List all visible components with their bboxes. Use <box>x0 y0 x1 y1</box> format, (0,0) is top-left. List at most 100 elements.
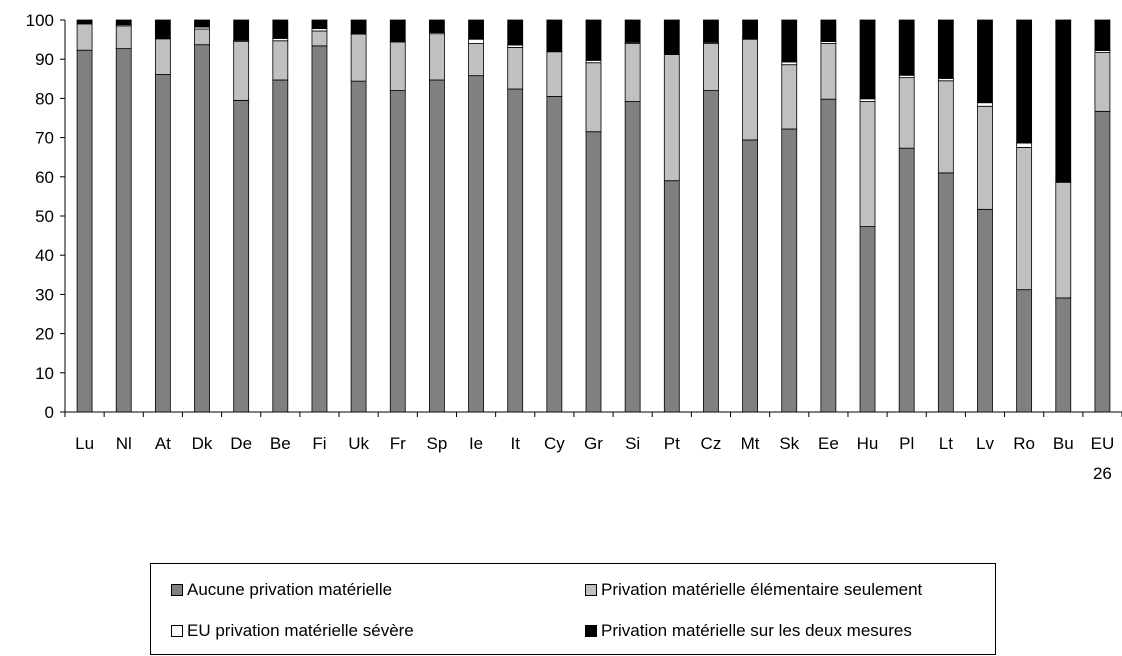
bar-segment-be-s1 <box>272 40 289 81</box>
bar-segment-nl-s1 <box>115 25 132 50</box>
legend-item-elementaire: Privation matérielle élémentaire seuleme… <box>585 580 922 600</box>
bar-segment-uk-s1 <box>350 33 367 82</box>
bar-segment-uk-s3 <box>350 19 367 34</box>
bar-segment-sk-s3 <box>781 19 798 63</box>
bar-segment-de-s0 <box>233 99 250 413</box>
bar-segment-at-s3 <box>154 19 171 39</box>
bar-segment-dk-s3 <box>194 19 210 28</box>
bar-segment-gr-s0 <box>585 131 602 413</box>
y-tick-label: 0 <box>45 403 54 422</box>
bar-segment-dk-s0 <box>194 44 210 413</box>
x-tick-label: Bu <box>1053 434 1074 453</box>
bar-segment-pl-s3 <box>898 19 915 76</box>
bar-segment-ee-s1 <box>820 43 837 100</box>
x-tick-label: Dk <box>192 434 213 453</box>
x-tick-label: Cy <box>544 434 565 453</box>
bar-segment-at-s1 <box>154 38 171 75</box>
bar-segment-dk-s1 <box>194 28 210 46</box>
bar-segment-ro-s3 <box>1016 19 1033 144</box>
bar-segment-lv-s3 <box>977 19 993 104</box>
x-tick-label: De <box>230 434 252 453</box>
bar-segment-sp-s3 <box>429 19 445 33</box>
y-tick-label: 20 <box>35 325 54 344</box>
bar-segment-it-s0 <box>507 88 524 413</box>
x-tick-label: Fr <box>390 434 406 453</box>
bar-segment-ie-s3 <box>468 19 484 40</box>
bar-segment-uk-s0 <box>350 80 367 413</box>
x-tick-label: Ie <box>469 434 483 453</box>
bar-segment-pt-s3 <box>663 19 680 55</box>
x-tick-label: Be <box>270 434 291 453</box>
bar-segment-bu-s3 <box>1055 19 1072 182</box>
bar-segment-fi-s1 <box>311 30 328 47</box>
bar-segment-at-s0 <box>154 74 171 413</box>
bar-segment-be-s0 <box>272 79 289 413</box>
x-tick-label: Sp <box>427 434 448 453</box>
bar-segment-hu-s0 <box>859 226 876 413</box>
bar-segment-be-s3 <box>272 19 289 39</box>
bar-segment-sp-s0 <box>429 79 445 413</box>
bar-segment-ie-s0 <box>468 75 484 413</box>
bar-segment-eu-26-s3 <box>1094 19 1111 51</box>
bar-segment-lv-s2 <box>977 102 993 107</box>
x-tick-label: Cz <box>701 434 722 453</box>
bar-segment-ro-s0 <box>1016 289 1033 413</box>
bar-segment-pl-s0 <box>898 147 915 413</box>
bar-segment-eu-26-s0 <box>1094 110 1111 413</box>
bar-segment-cy-s1 <box>546 51 563 97</box>
stacked-bar-chart: 0 10 20 30 40 50 60 70 80 90 100 Lu Nl At Dk De Be Fi Uk Fr… <box>26 11 1122 483</box>
x-tick-label: Lt <box>939 434 953 453</box>
bar-segment-sk-s2 <box>781 61 798 66</box>
chart-legend: Aucune privation matérielle Privation ma… <box>150 563 996 655</box>
x-tick-label: At <box>155 434 171 453</box>
bar-segment-bu-s0 <box>1055 297 1072 413</box>
y-tick-label: 10 <box>35 364 54 383</box>
y-tick-label: 70 <box>35 129 54 148</box>
x-tick-label: Hu <box>857 434 879 453</box>
legend-item-aucune: Aucune privation matérielle <box>171 580 392 600</box>
bar-segment-cz-s1 <box>703 43 719 91</box>
bar-segment-hu-s1 <box>859 101 876 227</box>
legend-label-elementaire: Privation matérielle élémentaire seuleme… <box>601 580 923 599</box>
bar-segment-it-s1 <box>507 47 524 90</box>
bar-segment-ie-s1 <box>468 43 484 77</box>
bar-segment-hu-s3 <box>859 19 876 100</box>
bar-segment-sp-s1 <box>429 33 445 81</box>
bar-segment-fr-s1 <box>389 41 406 91</box>
x-tick-label: Fi <box>312 434 326 453</box>
bar-segment-de-s3 <box>233 19 250 41</box>
x-tick-label: Mt <box>741 434 760 453</box>
bar-segment-bu-s1 <box>1055 181 1072 299</box>
bar-segment-lt-s3 <box>937 19 954 79</box>
legend-label-aucune: Aucune privation matérielle <box>187 580 393 599</box>
bar-segment-mt-s0 <box>742 139 758 413</box>
bar-segment-lu-s0 <box>76 49 93 413</box>
bar-segment-gr-s1 <box>585 62 602 133</box>
x-tick-label: EU <box>1091 434 1115 453</box>
x-tick-label: Lv <box>976 434 994 453</box>
bar-segment-cy-s3 <box>546 19 563 52</box>
x-tick-label: It <box>510 434 520 453</box>
bar-segment-cz-s3 <box>703 19 719 43</box>
x-tick-label: Pl <box>899 434 914 453</box>
bar-segment-fi-s3 <box>311 19 328 30</box>
bar-segment-mt-s1 <box>742 38 758 141</box>
y-tick-label: 50 <box>35 207 54 226</box>
bar-segment-si-s3 <box>624 19 641 43</box>
y-tick-label: 100 <box>26 11 54 30</box>
x-tick-label: Gr <box>584 434 603 453</box>
legend-item-severe: EU privation matérielle sévère <box>171 621 414 641</box>
bar-segment-lt-s1 <box>937 80 954 174</box>
bar-segment-it-s3 <box>507 19 524 46</box>
legend-swatch-aucune <box>171 584 183 596</box>
x-tick-label: Pt <box>664 434 680 453</box>
bar-segment-eu-26-s1 <box>1094 52 1111 112</box>
x-tick-label: Uk <box>348 434 369 453</box>
y-tick-label: 60 <box>35 168 54 187</box>
bar-segment-nl-s0 <box>115 48 132 413</box>
y-tick-label: 40 <box>35 246 54 265</box>
bar-segment-ee-s3 <box>820 19 837 42</box>
legend-label-severe: EU privation matérielle sévère <box>187 621 414 640</box>
bar-segment-mt-s3 <box>742 19 758 39</box>
bar-segment-lu-s1 <box>76 23 93 51</box>
